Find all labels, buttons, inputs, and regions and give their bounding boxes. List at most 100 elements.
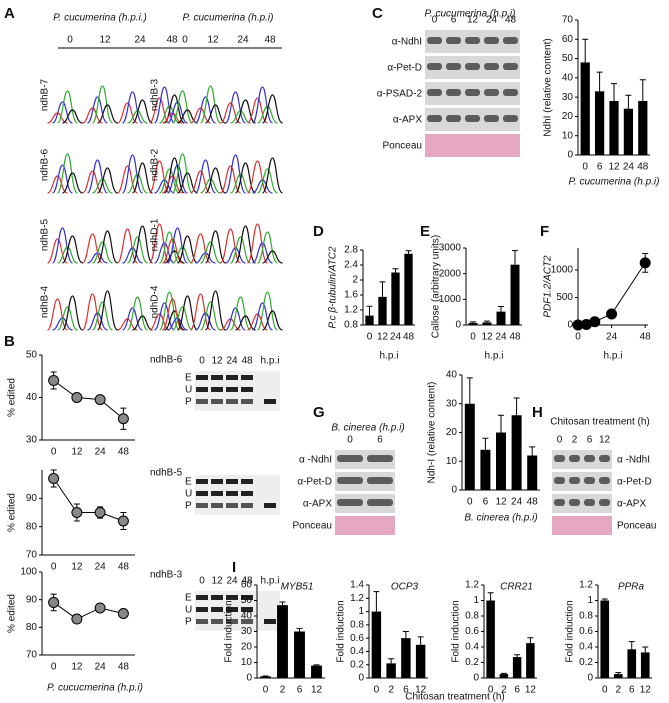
blot-title: P. cucumerina (h.p.i) bbox=[425, 9, 516, 20]
chromatogram-trace bbox=[225, 247, 246, 264]
gel-time: 12 bbox=[211, 356, 223, 367]
chromatogram-trace bbox=[158, 291, 181, 331]
chromatogram-trace bbox=[47, 175, 68, 194]
blot-band bbox=[584, 499, 595, 506]
blot-time: 0 bbox=[557, 435, 563, 446]
blot-band bbox=[446, 63, 461, 70]
panel-label: A bbox=[4, 5, 15, 22]
x-tick-label: 0 bbox=[51, 447, 57, 458]
bar bbox=[391, 272, 400, 325]
panel-label: D bbox=[313, 223, 324, 240]
error-bar bbox=[366, 305, 373, 316]
x-tick-label: 2 bbox=[615, 685, 621, 696]
error-bar bbox=[279, 601, 286, 606]
gel-band bbox=[241, 387, 253, 392]
blot-time: 6 bbox=[377, 435, 383, 446]
y-tick-label: 0.8 bbox=[350, 619, 364, 630]
gel-time: 24 bbox=[226, 356, 238, 367]
y-tick-label: 0.4 bbox=[350, 646, 364, 657]
blot-band bbox=[569, 499, 580, 506]
y-tick-label: 90 bbox=[26, 493, 38, 504]
blot-strip bbox=[552, 450, 612, 469]
blot-band bbox=[446, 115, 461, 122]
chromatogram-trace bbox=[92, 241, 113, 264]
error-bar bbox=[529, 446, 536, 456]
chromatogram-trace bbox=[247, 313, 268, 331]
chromatogram-trace bbox=[167, 101, 188, 124]
gel-band bbox=[196, 387, 208, 392]
blot-band bbox=[503, 115, 518, 122]
blot-time: 6 bbox=[451, 15, 457, 26]
chromatogram-trace bbox=[81, 293, 104, 331]
blot-band bbox=[484, 63, 499, 70]
x-tick-label: 2 bbox=[388, 685, 394, 696]
y-tick-label: 0.8 bbox=[465, 611, 479, 622]
chromatogram-trace bbox=[56, 90, 78, 124]
gel-band bbox=[196, 375, 208, 380]
chromatogram-trace bbox=[126, 296, 148, 331]
chromatogram-trace bbox=[190, 170, 211, 194]
y-tick-label: 0.6 bbox=[579, 626, 593, 637]
y-tick-label: 0 bbox=[451, 485, 457, 496]
row-label: ndhB-7 bbox=[40, 78, 51, 111]
bar bbox=[311, 665, 322, 678]
chromatogram-trace bbox=[246, 223, 269, 264]
x-tick-label: 24 bbox=[511, 497, 523, 508]
x-axis-label: B. cinerea (h.p.i) bbox=[464, 513, 537, 524]
x-tick-label: 48 bbox=[509, 332, 521, 343]
gel-band bbox=[241, 595, 253, 600]
chromatogram-trace bbox=[82, 233, 103, 264]
gel-time: 48 bbox=[241, 576, 253, 587]
chromatogram-trace bbox=[224, 91, 246, 124]
y-tick-label: 0 bbox=[455, 320, 461, 331]
row-label: ndhB-2 bbox=[150, 148, 161, 181]
y-axis-label: Callose (arbitrary units) bbox=[431, 235, 442, 338]
gel-band bbox=[226, 619, 238, 624]
blot-band bbox=[427, 89, 442, 96]
y-tick-label: 70 bbox=[562, 15, 574, 26]
x-tick-label: 24 bbox=[390, 332, 402, 343]
chromatogram-trace bbox=[117, 165, 138, 194]
gel-band bbox=[211, 491, 223, 496]
chromatogram-trace bbox=[132, 315, 153, 331]
blot-band bbox=[367, 455, 393, 462]
gel-band-label: E bbox=[185, 477, 192, 488]
blot-row-label: α -NdhI bbox=[617, 455, 650, 466]
gel-band bbox=[226, 491, 238, 496]
gel-band-label: P bbox=[185, 397, 192, 408]
x-tick-label: 2 bbox=[280, 685, 286, 696]
x-tick-label: 48 bbox=[118, 662, 130, 673]
chromatogram-trace bbox=[199, 85, 222, 124]
point bbox=[117, 515, 129, 527]
y-tick-label: 30 bbox=[446, 398, 458, 409]
y-tick-label: 60 bbox=[241, 580, 253, 591]
blot-row-label: α-APX bbox=[617, 499, 646, 510]
y-tick-label: 30 bbox=[562, 92, 574, 103]
chromatogram-trace bbox=[122, 247, 143, 264]
y-axis-label: PDF1.2/ACT2 bbox=[543, 255, 554, 318]
chromatogram-trace bbox=[154, 302, 175, 331]
blot-row-label: α-PSAD-2 bbox=[377, 89, 423, 100]
x-tick-label: 12 bbox=[608, 162, 620, 173]
gel-band bbox=[264, 503, 276, 508]
y-tick-label: 10 bbox=[562, 130, 574, 141]
bar bbox=[627, 649, 637, 678]
y-tick-label: 20 bbox=[241, 642, 253, 653]
gel-band bbox=[196, 479, 208, 484]
blot-time: 6 bbox=[587, 435, 593, 446]
error-bar bbox=[392, 268, 399, 273]
gel-band bbox=[211, 595, 223, 600]
row-label: ndhB-6 bbox=[40, 148, 51, 181]
bar bbox=[277, 605, 288, 678]
gel-band bbox=[196, 503, 208, 508]
bar bbox=[609, 101, 619, 155]
chromatogram-trace bbox=[162, 238, 183, 264]
chromatogram-trace bbox=[195, 96, 216, 124]
chromatogram-trace bbox=[200, 178, 221, 194]
chromatogram-trace bbox=[246, 160, 268, 194]
blot-band bbox=[446, 37, 461, 44]
blot-band bbox=[554, 499, 565, 506]
chromatogram-trace bbox=[164, 250, 185, 264]
chromatogram-trace bbox=[190, 233, 211, 264]
gel-band bbox=[211, 503, 223, 508]
